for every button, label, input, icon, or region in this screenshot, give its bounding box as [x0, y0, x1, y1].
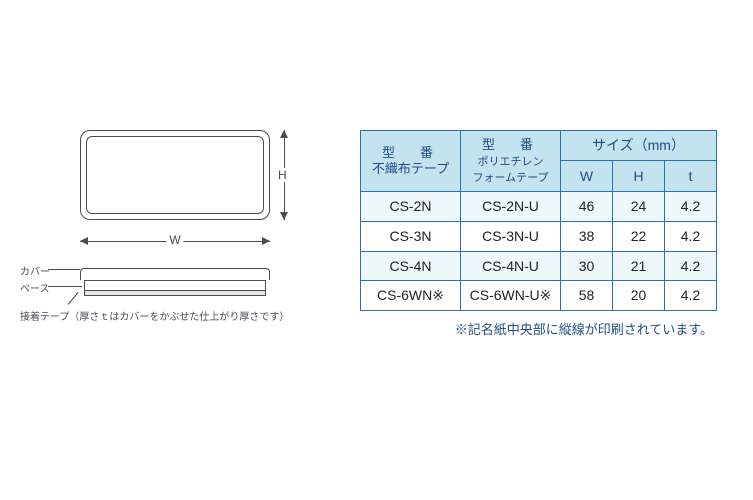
callout-tape-label: 接着テープ（厚さｔはカバーをかぶせた仕上がり厚さです）: [20, 312, 289, 323]
cell-model-a: CS-4N: [361, 251, 461, 281]
cell-model-b: CS-4N-U: [461, 251, 561, 281]
cell-h: 22: [613, 221, 665, 251]
cell-t: 4.2: [665, 251, 717, 281]
footnote: ※記名紙中央部に縦線が印刷されています。: [360, 319, 717, 338]
table-row: CS-6WN※ CS-6WN-U※ 58 20 4.2: [361, 281, 717, 311]
cell-model-b: CS-6WN-U※: [461, 281, 561, 311]
cell-t: 4.2: [665, 221, 717, 251]
cell-model-a: CS-2N: [361, 191, 461, 221]
top-view: [80, 130, 270, 220]
dimension-w-label: W: [166, 233, 183, 247]
top-view-inner: [86, 136, 264, 214]
cell-model-b: CS-2N-U: [461, 191, 561, 221]
spec-table-body: CS-2N CS-2N-U 46 24 4.2 CS-3N CS-3N-U 38…: [361, 191, 717, 310]
callout-base-label: ベース: [20, 284, 50, 295]
cell-w: 46: [561, 191, 613, 221]
table-row: CS-4N CS-4N-U 30 21 4.2: [361, 251, 717, 281]
spec-table: 型 番 不織布テープ 型 番 ポリエチレン フォームテープ サイズ（mm） W …: [360, 130, 717, 311]
th-model-pefoam: 型 番 ポリエチレン フォームテープ: [461, 131, 561, 192]
cell-w: 38: [561, 221, 613, 251]
dimension-h-label: H: [278, 168, 287, 182]
th-w: W: [561, 161, 613, 191]
th-size: サイズ（mm）: [561, 131, 717, 161]
cell-w: 30: [561, 251, 613, 281]
dimension-diagram: W H カバー ベース 接着テープ（厚さｔはカバーをかぶせた仕上がり厚さです）: [20, 130, 320, 390]
dimension-h: H: [278, 130, 292, 220]
cell-w: 58: [561, 281, 613, 311]
cell-t: 4.2: [665, 191, 717, 221]
cell-h: 20: [613, 281, 665, 311]
cell-t: 4.2: [665, 281, 717, 311]
table-row: CS-3N CS-3N-U 38 22 4.2: [361, 221, 717, 251]
table-row: CS-2N CS-2N-U 46 24 4.2: [361, 191, 717, 221]
th-t: t: [665, 161, 717, 191]
spec-table-wrap: 型 番 不織布テープ 型 番 ポリエチレン フォームテープ サイズ（mm） W …: [360, 130, 717, 390]
cell-model-a: CS-3N: [361, 221, 461, 251]
cell-model-a: CS-6WN※: [361, 281, 461, 311]
cell-model-b: CS-3N-U: [461, 221, 561, 251]
th-model-nonwoven: 型 番 不織布テープ: [361, 131, 461, 192]
callout-tape: 接着テープ（厚さｔはカバーをかぶせた仕上がり厚さです）: [20, 308, 310, 323]
callout-cover: カバー: [20, 263, 50, 278]
callout-base: ベース: [20, 280, 50, 295]
dimension-w: W: [80, 235, 270, 249]
cell-h: 21: [613, 251, 665, 281]
th-h: H: [613, 161, 665, 191]
cell-h: 24: [613, 191, 665, 221]
side-view: [80, 268, 270, 300]
callout-cover-label: カバー: [20, 267, 50, 278]
